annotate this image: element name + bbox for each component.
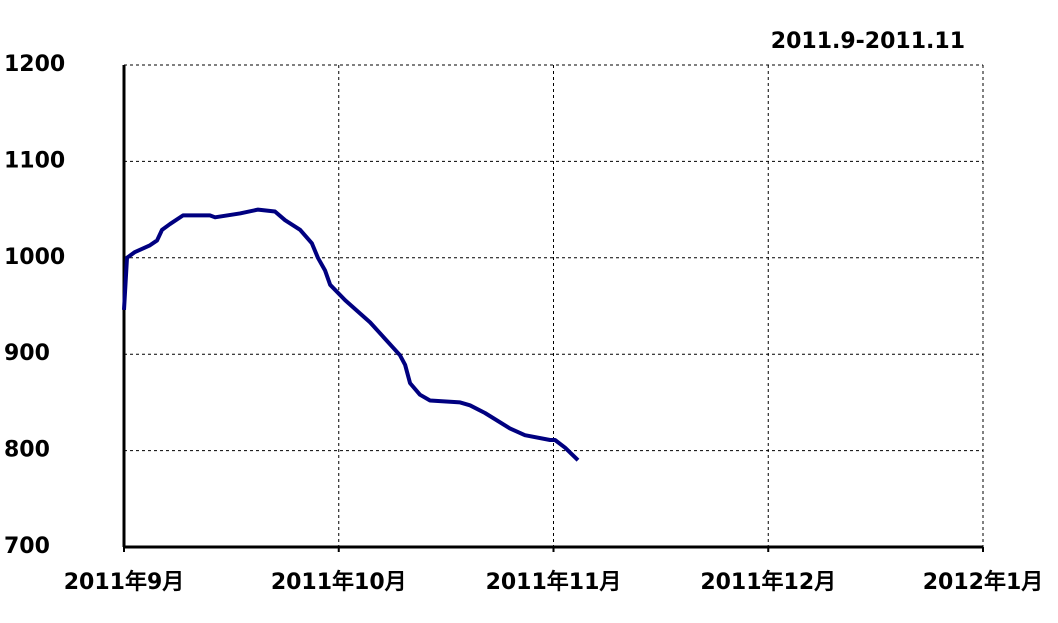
x-tick-label: 2011年10月 xyxy=(271,569,407,595)
y-tick-label: 1100 xyxy=(4,148,65,173)
x-tick-label: 2011年9月 xyxy=(64,569,185,595)
y-tick-label: 1000 xyxy=(4,245,65,270)
y-tick-label: 800 xyxy=(4,438,50,463)
y-tick-label: 1200 xyxy=(4,52,65,77)
x-tick-label: 2012年1月 xyxy=(923,569,1044,595)
x-tick-label: 2011年12月 xyxy=(700,569,836,595)
chart-title: 2011.9-2011.11 xyxy=(771,29,965,54)
data-line xyxy=(122,207,580,462)
y-tick-label: 700 xyxy=(4,534,50,559)
y-tick-label: 900 xyxy=(4,341,50,366)
x-tick-label: 2011年11月 xyxy=(486,569,622,595)
